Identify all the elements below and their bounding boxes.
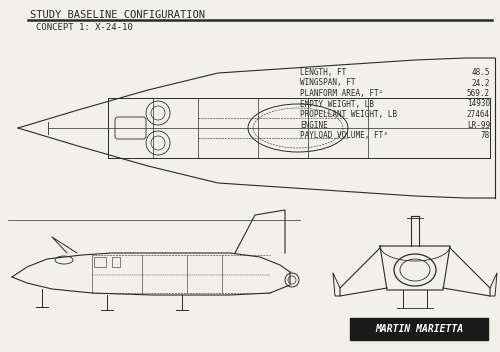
Text: 78: 78: [481, 131, 490, 140]
Text: WINGSPAN, FT: WINGSPAN, FT: [300, 78, 356, 88]
Text: 24.2: 24.2: [472, 78, 490, 88]
Text: CONCEPT 1: X-24-10: CONCEPT 1: X-24-10: [36, 23, 133, 32]
Text: LENGTH, FT: LENGTH, FT: [300, 68, 346, 77]
Text: PAYLOAD VOLUME, FT³: PAYLOAD VOLUME, FT³: [300, 131, 388, 140]
Text: EMPTY WEIGHT, LB: EMPTY WEIGHT, LB: [300, 100, 374, 108]
Text: PROPELLANT WEIGHT, LB: PROPELLANT WEIGHT, LB: [300, 110, 397, 119]
Text: STUDY BASELINE CONFIGURATION: STUDY BASELINE CONFIGURATION: [30, 10, 205, 20]
Text: MARTIN MARIETTA: MARTIN MARIETTA: [375, 324, 463, 334]
Text: LR-99: LR-99: [467, 120, 490, 130]
Text: PLANFORM AREA, FT²: PLANFORM AREA, FT²: [300, 89, 384, 98]
Text: 27464: 27464: [467, 110, 490, 119]
FancyBboxPatch shape: [350, 318, 488, 340]
Text: 569.2: 569.2: [467, 89, 490, 98]
Bar: [94, 257, 106, 267]
Text: 14930: 14930: [467, 100, 490, 108]
Text: 48.5: 48.5: [472, 68, 490, 77]
Bar: [112, 257, 120, 267]
Text: ENGINE: ENGINE: [300, 120, 328, 130]
